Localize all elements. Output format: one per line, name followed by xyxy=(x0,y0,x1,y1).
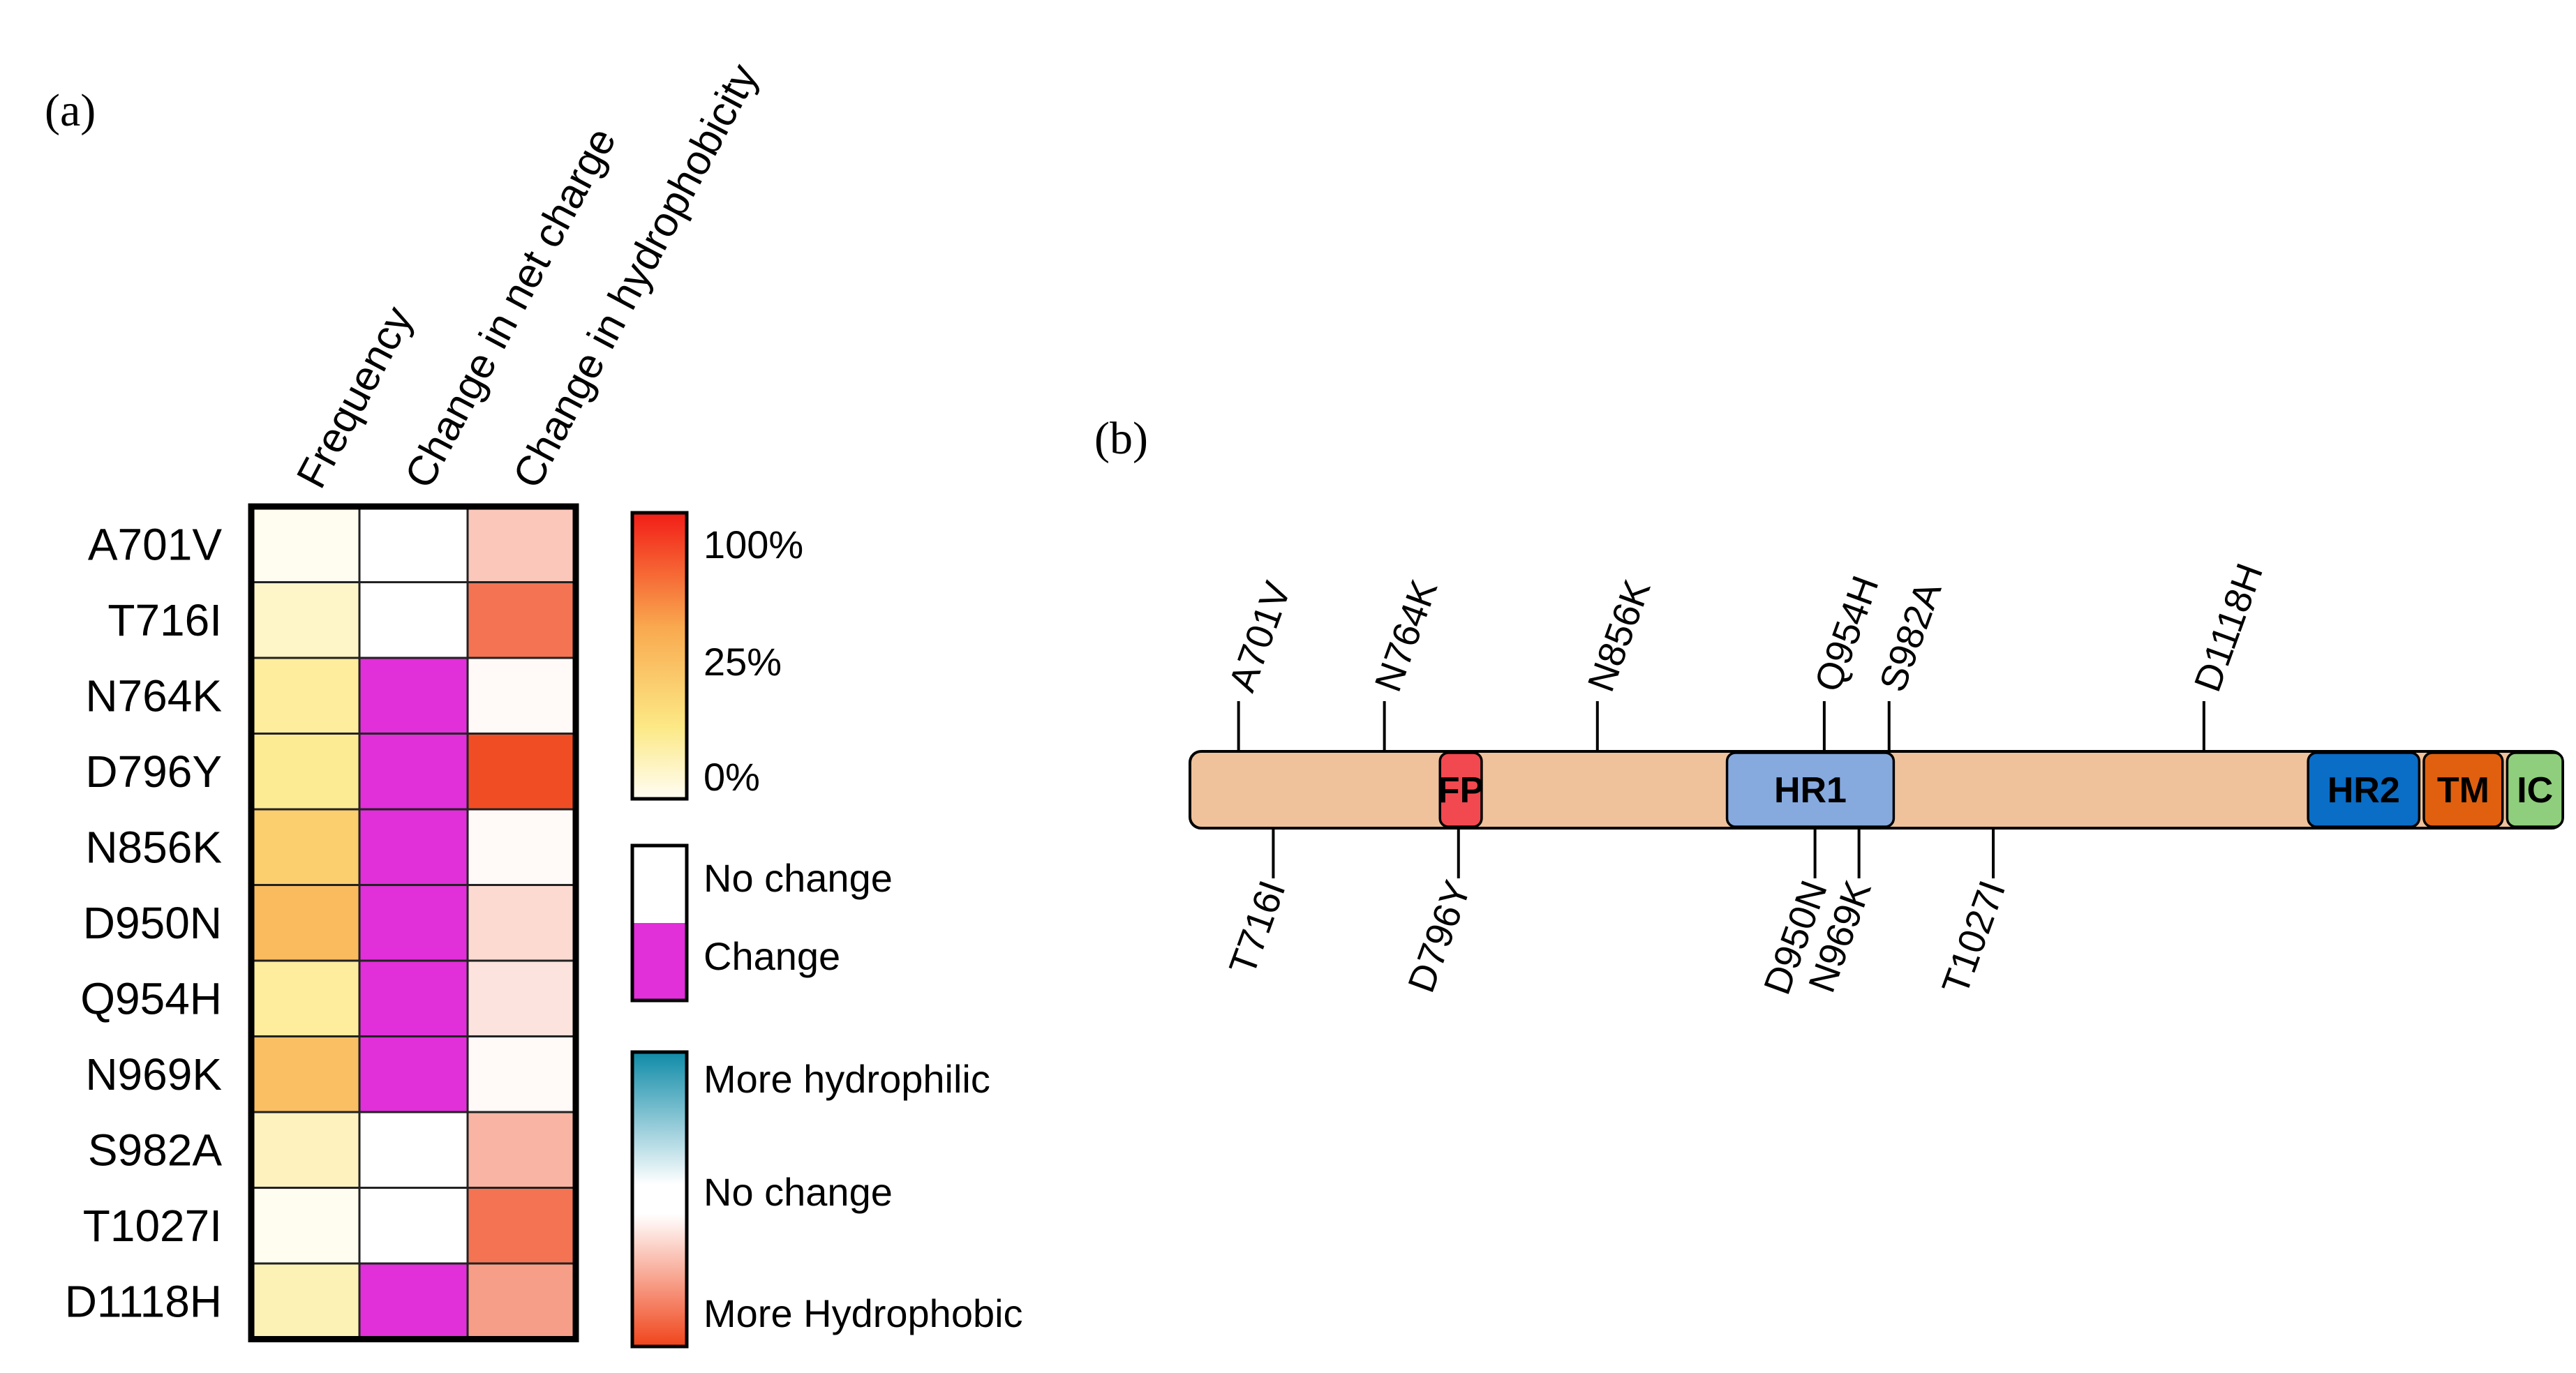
heatmap-cell xyxy=(466,959,577,1037)
heatmap-cell xyxy=(250,657,361,735)
charge-legend-label: Change xyxy=(703,934,840,978)
row-label: N764K xyxy=(85,670,222,721)
heatmap-cell xyxy=(358,1111,469,1189)
row-label: T716I xyxy=(107,595,222,645)
mutation-label: A701V xyxy=(1221,576,1300,697)
hydro-legend-label: More Hydrophobic xyxy=(703,1291,1023,1335)
heatmap-cell xyxy=(466,581,577,659)
domain-fp xyxy=(1438,751,1483,828)
row-label: D1118H xyxy=(65,1276,222,1326)
heatmap-cell xyxy=(358,733,469,811)
mutation-label: D796Y xyxy=(1400,876,1479,998)
frequency-legend-label: 25% xyxy=(703,640,782,684)
heatmap-border xyxy=(248,503,579,1342)
row-label: D796Y xyxy=(85,746,222,797)
row-label: T1027I xyxy=(83,1201,222,1251)
heatmap-cell xyxy=(466,733,577,811)
hydrophobicity-colorbar xyxy=(630,1050,689,1349)
domain-label: IC xyxy=(2517,770,2553,811)
heatmap-cell xyxy=(250,808,361,886)
heatmap-cell xyxy=(466,505,577,583)
panel-b-label: (b) xyxy=(1094,413,1148,464)
hydro-legend-label: No change xyxy=(703,1170,893,1214)
domain-tm xyxy=(2422,751,2504,828)
row-label: N969K xyxy=(85,1049,222,1100)
heatmap-cell xyxy=(250,505,361,583)
frequency-colorbar xyxy=(630,511,689,801)
domain-label: FP xyxy=(1438,770,1484,811)
frequency-legend-label: 100% xyxy=(703,523,803,567)
hydro-legend-label: More hydrophilic xyxy=(703,1057,990,1101)
heatmap-cell xyxy=(358,884,469,962)
domain-label: HR1 xyxy=(1774,770,1847,811)
heatmap-cell xyxy=(466,1035,577,1113)
heatmap-cell xyxy=(358,959,469,1037)
heatmap-cell xyxy=(250,1111,361,1189)
domain-hr1 xyxy=(1725,751,1896,828)
heatmap-cell xyxy=(250,884,361,962)
domain-label: TM xyxy=(2437,770,2489,811)
row-label: A701V xyxy=(88,519,222,569)
mutation-label: D1118H xyxy=(2187,558,2271,697)
domain-label: HR2 xyxy=(2328,770,2400,811)
charge-legend: No change Change xyxy=(630,843,893,1003)
heatmap-cell xyxy=(250,1035,361,1113)
heatmap-cell xyxy=(358,808,469,886)
row-label: D950N xyxy=(83,898,222,948)
heatmap-cell xyxy=(250,1187,361,1265)
heatmap-cell xyxy=(358,1262,469,1340)
row-label: N856K xyxy=(85,822,222,872)
heatmap-cell xyxy=(466,808,577,886)
column-label: Change in net charge xyxy=(396,120,625,495)
domain-hr2 xyxy=(2307,751,2421,828)
frequency-legend-label: 0% xyxy=(703,755,760,799)
panel-a-label: (a) xyxy=(45,85,96,136)
mutation-label: N856K xyxy=(1580,574,1659,697)
hydrophobicity-legend: More hydrophilic No change More Hydropho… xyxy=(630,1050,1023,1349)
row-label: Q954H xyxy=(80,973,222,1023)
frequency-legend: 100% 25% 0% xyxy=(630,511,803,801)
heatmap-cell xyxy=(358,1035,469,1113)
heatmap-cell xyxy=(466,884,577,962)
mutation-label: T1027I xyxy=(1934,876,2013,1000)
heatmap-cell xyxy=(358,505,469,583)
heatmap-row-labels: A701V T716I N764K D796Y N856K D950N Q954H N969K… xyxy=(65,519,223,1326)
heatmap xyxy=(248,503,579,1342)
domain-ic xyxy=(2506,751,2564,828)
mutation-label: N764K xyxy=(1367,574,1446,697)
heatmap-cell xyxy=(250,1262,361,1340)
heatmap-cell xyxy=(466,1111,577,1189)
heatmap-cell xyxy=(358,657,469,735)
heatmap-cell xyxy=(250,733,361,811)
heatmap-cell xyxy=(466,657,577,735)
heatmap-cell xyxy=(358,581,469,659)
mutation-label: T716I xyxy=(1221,876,1294,980)
heatmap-cell xyxy=(466,1262,577,1340)
charge-colorbar xyxy=(630,843,689,1003)
heatmap-cell xyxy=(358,1187,469,1265)
heatmap-cell xyxy=(250,959,361,1037)
heatmap-cell xyxy=(250,581,361,659)
charge-legend-label: No change xyxy=(703,856,893,900)
heatmap-cell xyxy=(466,1187,577,1265)
row-label: S982A xyxy=(88,1125,222,1175)
